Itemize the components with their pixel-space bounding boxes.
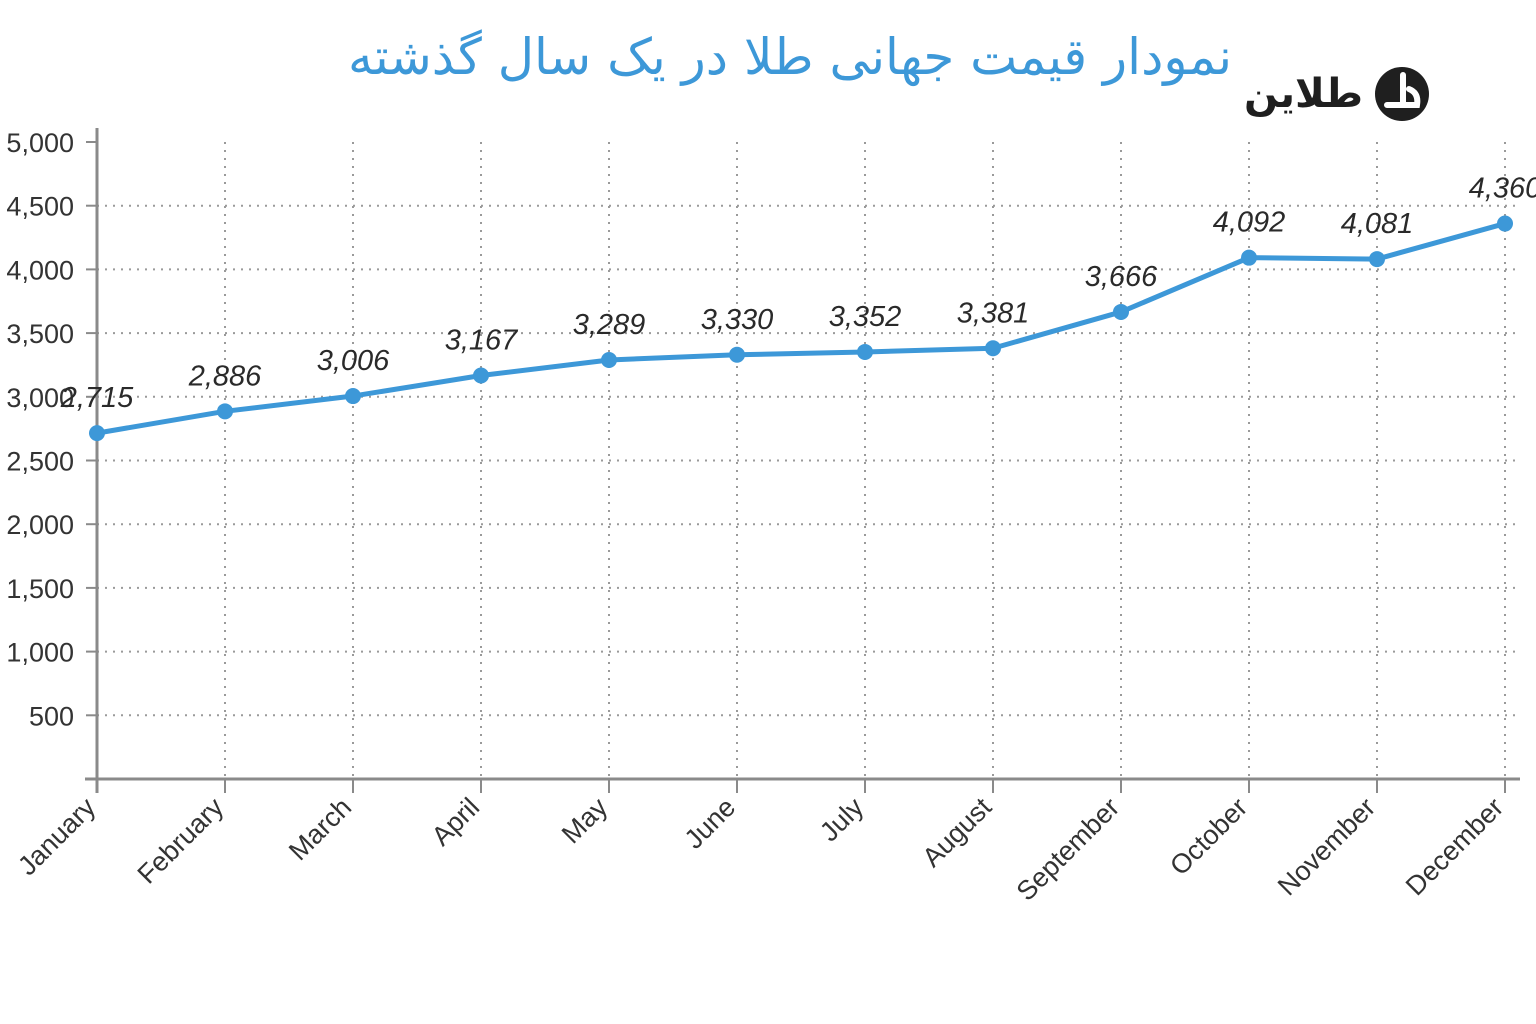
- x-tick-label: June: [679, 792, 742, 855]
- x-tick-label: May: [556, 792, 614, 850]
- data-point: [857, 343, 873, 360]
- data-label: 3,330: [701, 304, 774, 336]
- series-line: [94, 221, 1508, 436]
- data-point: [1497, 215, 1513, 232]
- logo-text: طلاین: [1244, 71, 1364, 117]
- series-layer: [89, 215, 1513, 442]
- data-point: [473, 367, 489, 384]
- y-tick-label: 1,000: [6, 638, 74, 668]
- y-tick-label: 3,500: [6, 319, 74, 349]
- data-label: 3,006: [317, 345, 390, 377]
- brand-logo: طلاین: [1244, 62, 1431, 126]
- data-point: [985, 340, 1001, 357]
- y-tick-label: 5,000: [6, 128, 74, 158]
- data-label: 3,352: [829, 301, 902, 333]
- chart-title: نمودار قیمت جهانی طلا در یک سال گذشته: [348, 28, 1232, 86]
- grid-layer: [97, 142, 1520, 779]
- data-label: 3,381: [957, 297, 1030, 329]
- data-point: [729, 346, 745, 363]
- data-point: [217, 403, 233, 420]
- x-tick-label: February: [132, 792, 230, 890]
- data-point: [1241, 249, 1257, 266]
- logo-mark-icon: [1375, 67, 1430, 121]
- x-tick-label: October: [1164, 792, 1253, 881]
- y-tick-label: 500: [29, 701, 74, 731]
- y-tick-label: 4,000: [6, 255, 74, 285]
- x-tick-label: July: [814, 792, 870, 848]
- data-point: [89, 425, 105, 442]
- y-tick-label: 2,000: [6, 510, 74, 540]
- x-tick-label: August: [917, 792, 998, 873]
- data-point: [345, 388, 361, 405]
- data-label: 3,167: [445, 325, 519, 357]
- y-axis-ticks: 500 1,000 1,500 2,000 2,500 3,000 3,500 4,000 4,…: [6, 128, 97, 731]
- data-label: 3,666: [1085, 261, 1158, 293]
- x-tick-label: March: [283, 792, 357, 866]
- x-tick-label: April: [426, 792, 485, 851]
- x-tick-label: September: [1011, 792, 1126, 907]
- y-tick-label: 2,500: [6, 447, 74, 477]
- data-label: 2,886: [188, 360, 262, 392]
- data-labels: 2,715 2,886 3,006 3,167 3,289 3,330 3,352 3,381…: [60, 173, 1536, 415]
- data-point: [1113, 303, 1129, 320]
- x-axis-ticks: January February March April May June July Augu…: [12, 779, 1509, 907]
- data-label: 3,289: [573, 309, 646, 341]
- data-label: 2,715: [60, 382, 134, 414]
- y-tick-label: 4,500: [6, 192, 74, 222]
- data-point: [1369, 251, 1385, 268]
- x-tick-label: January: [12, 792, 101, 881]
- y-tick-label: 3,000: [6, 383, 74, 413]
- data-label: 4,092: [1213, 207, 1286, 239]
- data-label: 4,081: [1341, 208, 1414, 240]
- data-label: 4,360: [1469, 173, 1536, 205]
- x-tick-label: November: [1272, 792, 1381, 901]
- y-tick-label: 1,500: [6, 574, 74, 604]
- data-point: [601, 351, 617, 368]
- x-tick-label: December: [1400, 792, 1509, 901]
